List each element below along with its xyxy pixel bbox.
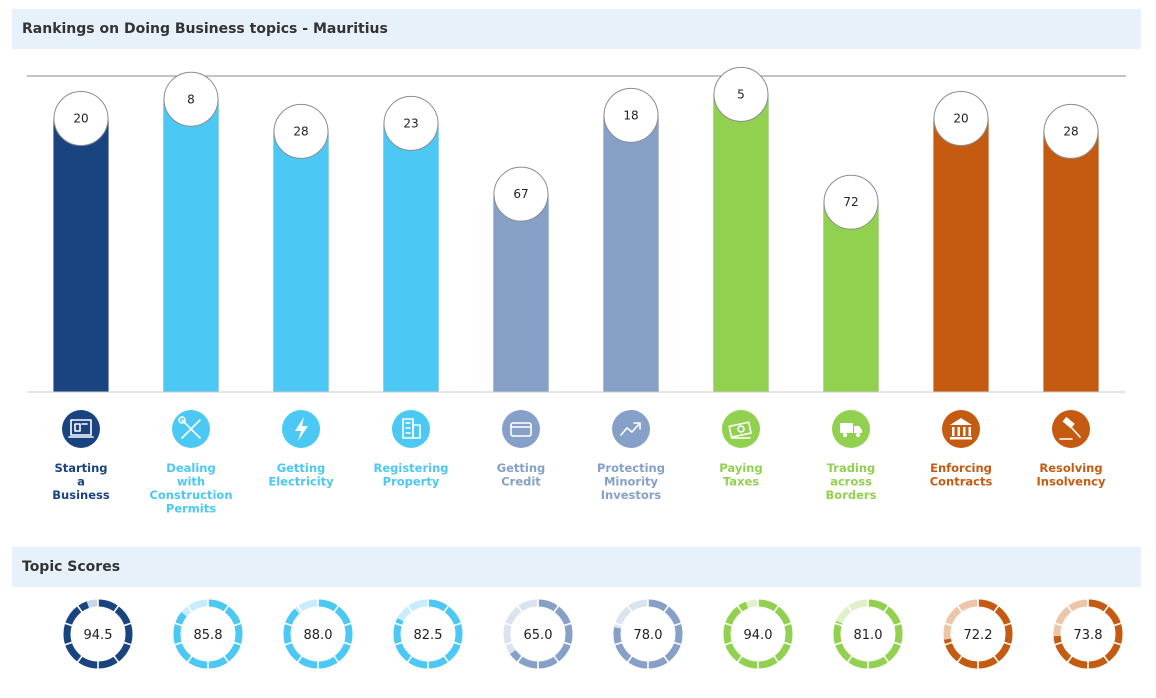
money-icon <box>722 410 760 448</box>
score-donut-enforcing-contracts: 72.2 <box>943 598 1013 670</box>
score-donut-trading-across-borders: 81.0 <box>833 598 903 670</box>
bar-registering-property <box>383 123 439 393</box>
rank-badge-registering-property: 23 <box>383 95 439 151</box>
rank-badge-resolving-insolvency: 28 <box>1043 103 1099 159</box>
label-starting-a-business: Starting a Business <box>52 461 110 502</box>
label-resolving-insolvency: Resolving Insolvency <box>1037 461 1106 489</box>
lightning-icon <box>282 410 320 448</box>
bar-starting-a-business <box>53 118 109 393</box>
score-value: 82.5 <box>414 628 443 643</box>
label-registering-property: Registering Property <box>373 461 448 489</box>
bar-trading-across-borders <box>823 201 879 393</box>
bar-dealing-with-construction-permits <box>163 98 219 393</box>
truck-icon <box>832 410 870 448</box>
score-donut-registering-property: 82.5 <box>393 598 463 670</box>
trend-up-icon <box>612 410 650 448</box>
rank-badge-protecting-minority-investors: 18 <box>603 87 659 143</box>
rank-badge-enforcing-contracts: 20 <box>933 91 989 147</box>
courthouse-icon <box>942 410 980 448</box>
bar-paying-taxes <box>713 94 769 393</box>
rank-badge-paying-taxes: 5 <box>713 66 769 122</box>
rank-value: 8 <box>187 92 195 106</box>
score-donut-starting-a-business: 94.5 <box>63 598 133 670</box>
label-paying-taxes: Paying Taxes <box>719 461 762 489</box>
rank-value: 72 <box>843 195 858 209</box>
score-donut-dealing-with-construction-permits: 85.8 <box>173 598 243 670</box>
score-donut-getting-credit: 65.0 <box>503 598 573 670</box>
gavel-icon <box>1052 410 1090 448</box>
bar-enforcing-contracts <box>933 118 989 393</box>
rank-value: 18 <box>623 108 638 122</box>
score-value: 72.2 <box>964 628 993 643</box>
rank-value: 20 <box>73 112 88 126</box>
score-value: 78.0 <box>634 628 663 643</box>
label-protecting-minority-investors: Protecting Minority Investors <box>597 461 665 502</box>
label-enforcing-contracts: Enforcing Contracts <box>930 461 993 489</box>
bar-getting-electricity <box>273 131 329 393</box>
score-value: 81.0 <box>854 628 883 643</box>
rankings-title: Rankings on Doing Business topics - Maur… <box>22 21 388 37</box>
score-value: 94.5 <box>84 628 113 643</box>
score-value: 88.0 <box>304 628 333 643</box>
score-value: 85.8 <box>194 628 223 643</box>
score-value: 94.0 <box>744 628 773 643</box>
topic-scores-chart: 94.5 85.8 88.0 82.5 65.0 78.0 94.0 81.0 72.2 73.8 <box>63 598 1123 670</box>
score-value: 73.8 <box>1074 628 1103 643</box>
bar-protecting-minority-investors <box>603 115 659 393</box>
rank-value: 67 <box>513 187 528 201</box>
scores-title: Topic Scores <box>22 559 121 575</box>
rank-value: 23 <box>403 116 418 130</box>
building-icon <box>392 410 430 448</box>
rank-value: 28 <box>1063 124 1078 138</box>
rank-value: 20 <box>953 112 968 126</box>
rank-value: 28 <box>293 124 308 138</box>
bar-resolving-insolvency <box>1043 131 1099 393</box>
label-dealing-with-construction-permits: Dealing with Construction Permits <box>149 461 232 516</box>
score-donut-protecting-minority-investors: 78.0 <box>613 598 683 670</box>
tools-icon <box>172 410 210 448</box>
score-value: 65.0 <box>524 628 553 643</box>
credit-card-icon <box>502 410 540 448</box>
rank-badge-getting-electricity: 28 <box>273 103 329 159</box>
score-donut-getting-electricity: 88.0 <box>283 598 353 670</box>
score-donut-resolving-insolvency: 73.8 <box>1053 598 1123 670</box>
rank-badge-dealing-with-construction-permits: 8 <box>163 71 219 127</box>
rankings-header: Rankings on Doing Business topics - Maur… <box>12 9 1141 49</box>
label-trading-across-borders: Trading across Borders <box>826 461 877 502</box>
rank-value: 5 <box>737 87 745 101</box>
label-getting-electricity: Getting Electricity <box>268 461 334 489</box>
rank-badge-starting-a-business: 20 <box>53 91 109 147</box>
business-icon <box>62 410 100 448</box>
bar-getting-credit <box>493 193 549 393</box>
label-getting-credit: Getting Credit <box>497 461 546 489</box>
score-donut-paying-taxes: 94.0 <box>723 598 793 670</box>
rank-badge-trading-across-borders: 72 <box>823 174 879 230</box>
rankings-chart: 20 Starting a Business 8 Dealing with Construct… <box>27 66 1126 516</box>
rank-badge-getting-credit: 67 <box>493 166 549 222</box>
scores-header: Topic Scores <box>12 547 1141 587</box>
